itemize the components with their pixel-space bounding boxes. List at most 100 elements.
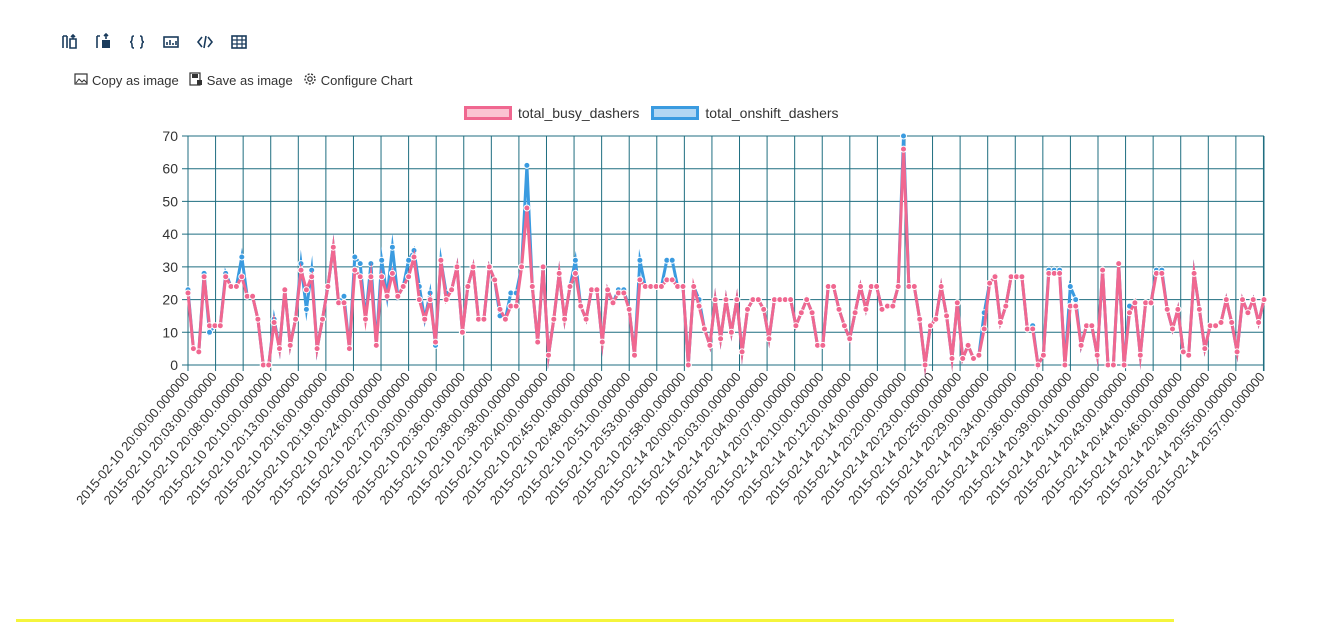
data-point-busy: [1233, 348, 1241, 356]
table-icon[interactable]: [228, 31, 250, 53]
y-tick-label: 30: [162, 259, 178, 275]
data-point-onshift: [1066, 283, 1074, 290]
legend-item-busy[interactable]: total_busy_dashers: [464, 105, 639, 121]
data-point-busy: [921, 361, 929, 369]
data-point-busy: [399, 283, 407, 290]
data-point-busy: [200, 273, 208, 281]
data-point-busy: [561, 315, 569, 323]
chart-actions: Copy as image Save as image Configure Ch…: [74, 72, 413, 89]
data-point-busy: [765, 335, 773, 343]
data-point-busy: [609, 299, 617, 307]
image-icon: [74, 72, 88, 89]
export-json-icon[interactable]: [126, 31, 148, 53]
y-tick-label: 40: [162, 226, 178, 242]
legend-item-onshift[interactable]: total_onshift_dashers: [651, 105, 839, 121]
save-as-image-label: Save as image: [206, 73, 293, 88]
data-point-busy: [819, 341, 827, 349]
data-point-onshift: [302, 305, 310, 313]
data-point-onshift: [388, 243, 396, 251]
data-point-busy: [668, 276, 676, 284]
data-point-busy: [442, 296, 450, 304]
configure-chart-label: Configure Chart: [320, 73, 413, 88]
data-point-busy: [851, 309, 859, 317]
data-point-busy: [636, 276, 644, 284]
configure-chart-button[interactable]: Configure Chart: [303, 72, 413, 89]
data-point-busy: [501, 315, 509, 323]
data-point-busy: [1201, 345, 1209, 353]
gear-icon: [303, 72, 317, 89]
data-point-busy: [1249, 296, 1257, 304]
data-point-busy: [894, 283, 902, 290]
data-point-busy: [900, 145, 907, 153]
data-point-busy: [238, 273, 246, 281]
data-point-busy: [523, 204, 531, 212]
data-point-busy: [1190, 269, 1198, 277]
data-point-busy: [340, 299, 348, 307]
data-point-busy: [356, 273, 364, 281]
data-point-onshift: [636, 256, 644, 264]
copy-as-image-button[interactable]: Copy as image: [74, 72, 179, 89]
data-point-busy: [604, 286, 612, 294]
data-point-busy: [345, 345, 353, 353]
export-excel-icon[interactable]: [92, 31, 114, 53]
data-point-busy: [1120, 361, 1128, 369]
data-point-busy: [744, 305, 751, 313]
data-point-busy: [1136, 351, 1144, 359]
data-point-busy: [432, 338, 439, 346]
data-point-busy: [184, 289, 192, 297]
data-point-busy: [491, 276, 499, 284]
data-point-busy: [835, 305, 843, 313]
data-point-busy: [388, 269, 396, 277]
data-point-busy: [996, 319, 1004, 326]
data-point-busy: [265, 361, 273, 369]
data-point-busy: [840, 322, 848, 330]
data-point-busy: [1115, 260, 1123, 268]
data-point-busy: [372, 341, 380, 349]
y-tick-label: 60: [162, 161, 178, 177]
data-point-busy: [448, 286, 456, 294]
data-point-busy: [1244, 309, 1252, 317]
data-point-busy: [808, 309, 816, 317]
data-point-busy: [1131, 299, 1139, 307]
data-point-busy: [426, 296, 434, 304]
save-as-image-button[interactable]: Save as image: [189, 72, 293, 89]
data-point-busy: [528, 283, 536, 290]
code-icon[interactable]: [194, 31, 216, 53]
data-point-busy: [1126, 309, 1133, 317]
data-point-busy: [464, 283, 472, 290]
data-point-busy: [943, 312, 951, 320]
data-point-onshift: [340, 292, 348, 300]
data-point-busy: [959, 355, 967, 362]
data-point-busy: [727, 328, 735, 336]
data-point-busy: [437, 256, 445, 264]
data-point-busy: [1255, 319, 1263, 326]
data-point-busy: [1169, 325, 1176, 333]
data-point-busy: [351, 266, 359, 274]
data-point-busy: [695, 302, 703, 310]
data-point-busy: [1217, 319, 1225, 326]
data-point-busy: [857, 283, 864, 290]
chart-legend: total_busy_dashers total_onshift_dashers: [464, 105, 839, 121]
export-csv-icon[interactable]: [58, 31, 80, 53]
data-point-busy: [593, 286, 601, 294]
chart-icon[interactable]: [160, 31, 182, 53]
data-point-busy: [195, 348, 203, 356]
data-point-busy: [1034, 361, 1042, 369]
data-point-busy: [582, 315, 590, 323]
data-point-onshift: [405, 256, 413, 264]
data-point-busy: [1179, 348, 1187, 356]
data-point-busy: [980, 325, 988, 333]
data-point-busy: [362, 315, 369, 323]
data-point-busy: [555, 269, 563, 277]
data-point-busy: [1061, 361, 1069, 369]
data-point-busy: [711, 296, 719, 304]
data-point-busy: [986, 279, 994, 287]
data-point-busy: [631, 351, 638, 359]
data-point-busy: [378, 273, 386, 281]
data-point-busy: [1018, 273, 1026, 281]
data-point-onshift: [356, 260, 364, 268]
data-point-onshift: [308, 266, 316, 274]
data-point-onshift: [206, 328, 213, 336]
data-point-busy: [496, 305, 504, 313]
data-point-busy: [722, 296, 730, 304]
